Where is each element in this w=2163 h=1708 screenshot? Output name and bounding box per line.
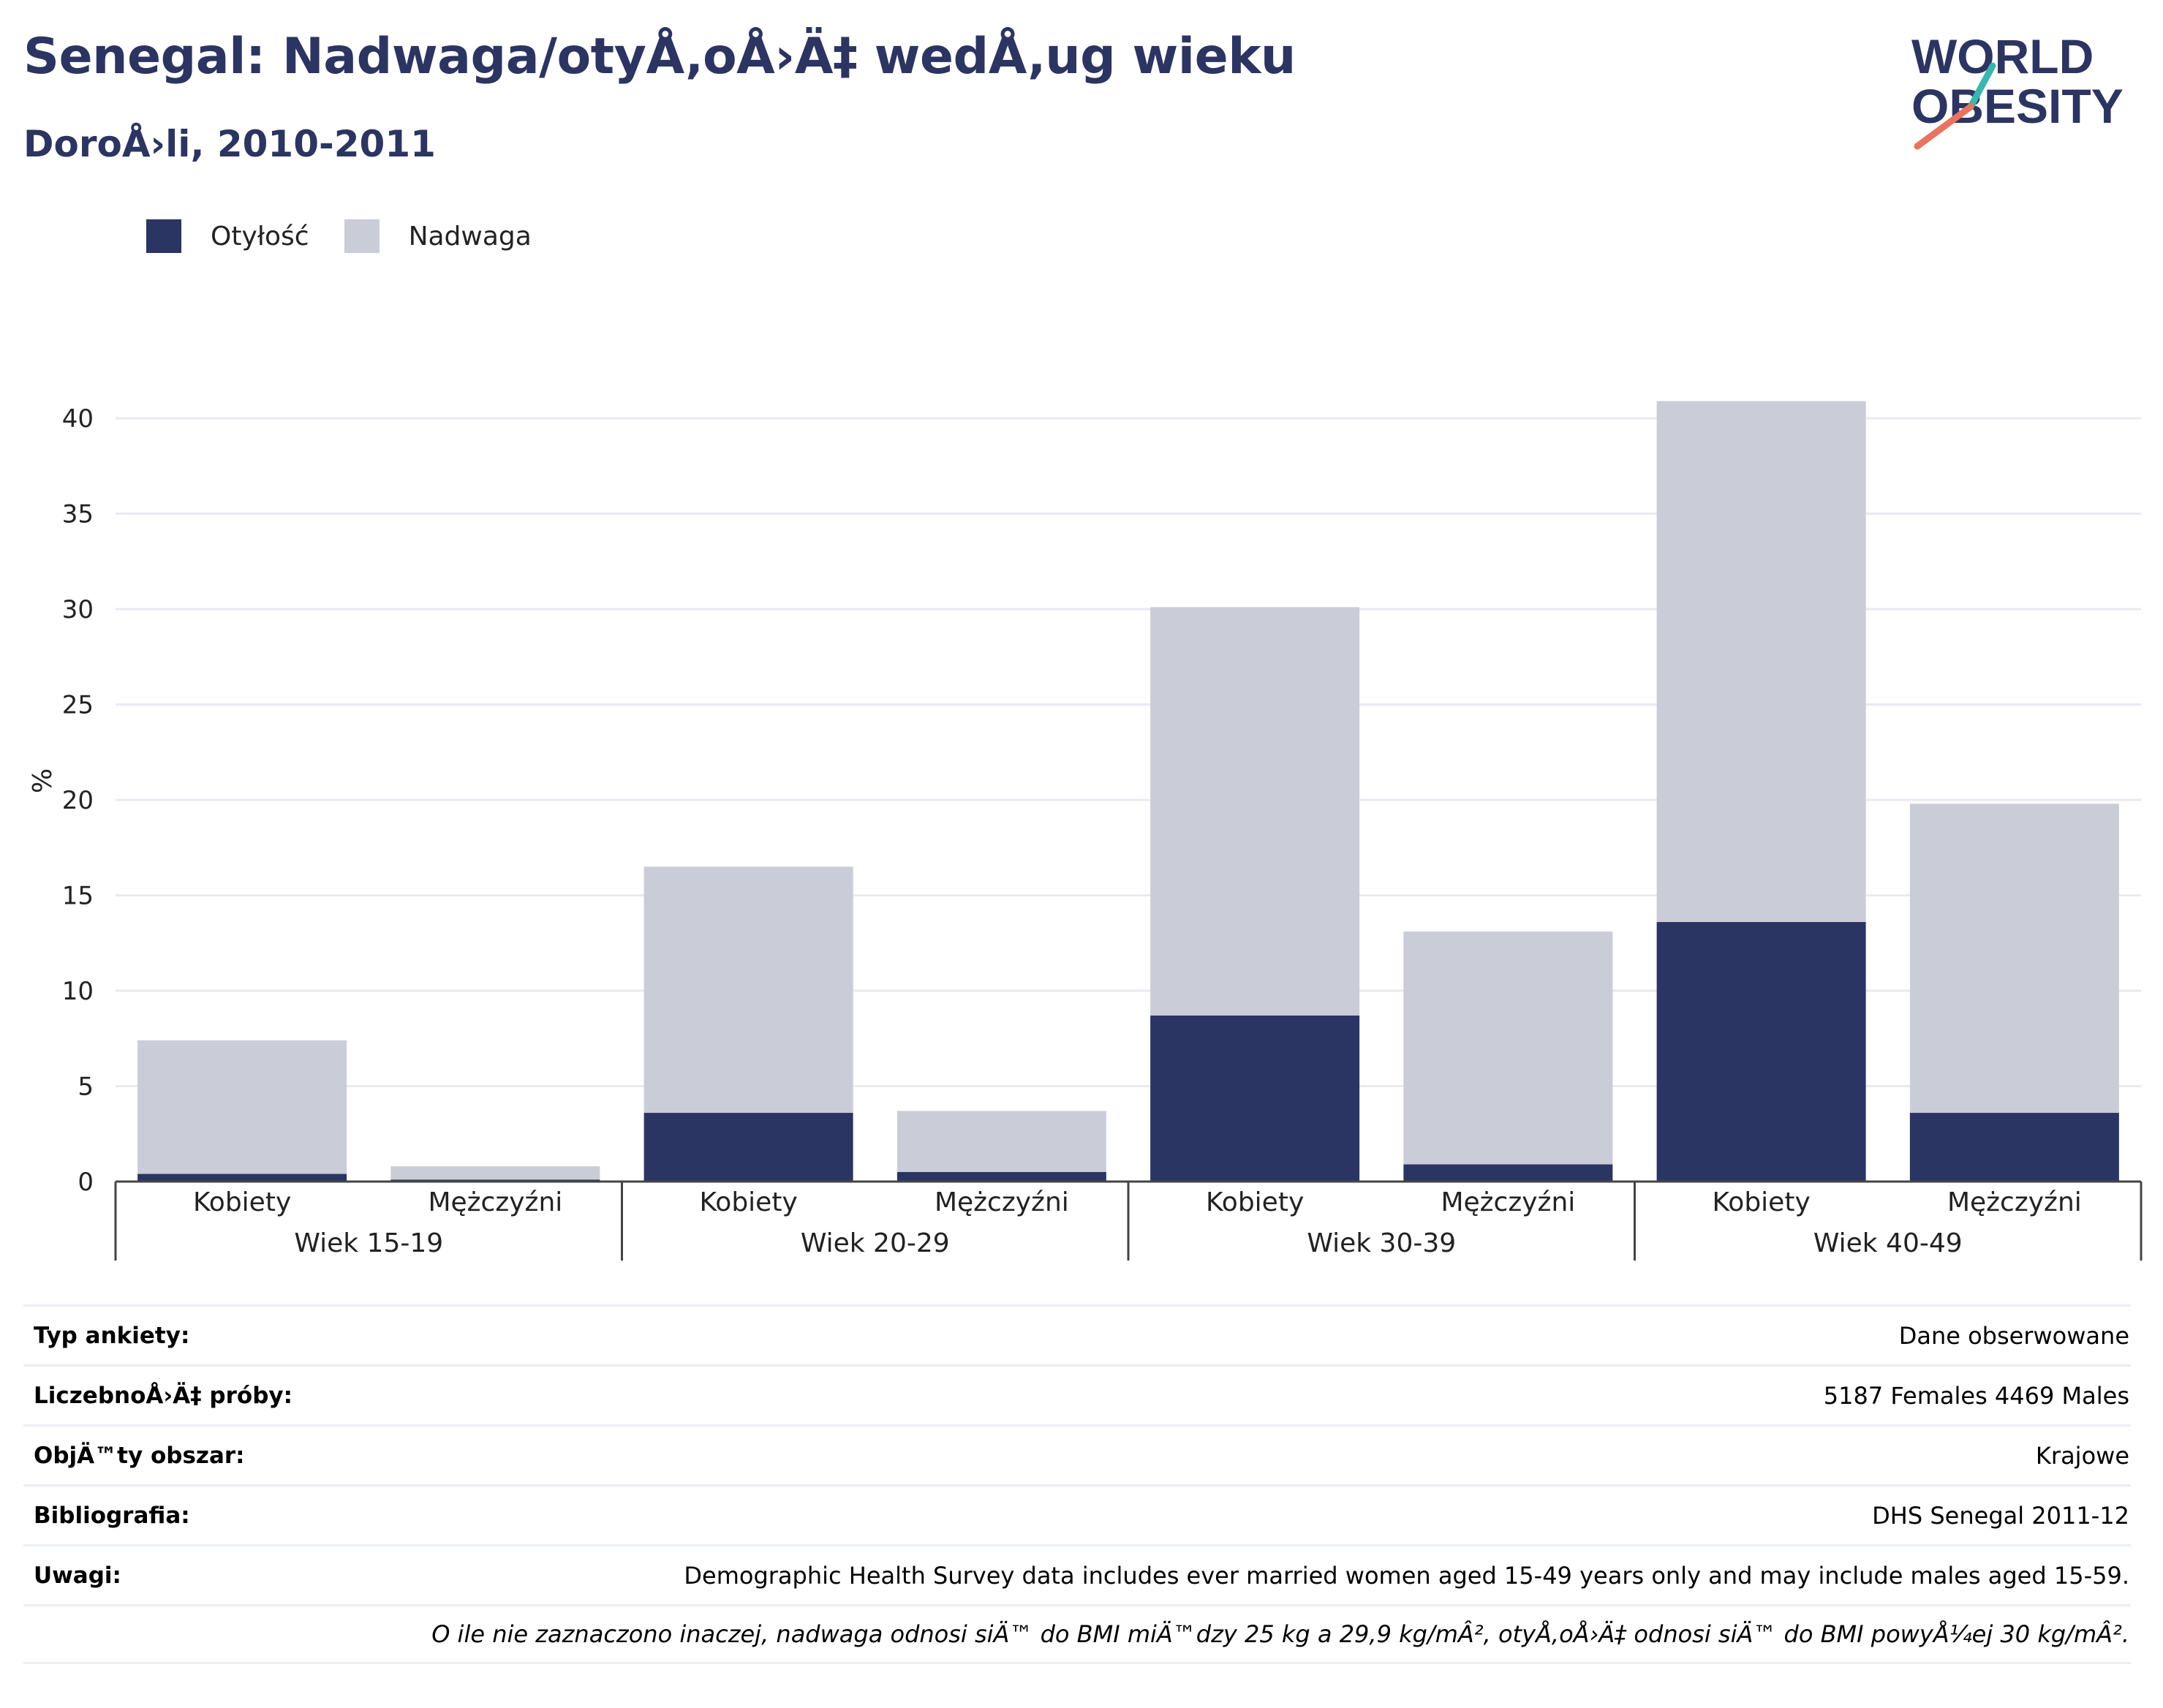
meta-label: ObjÄ™ty obszar: (34, 1442, 245, 1469)
bar-overweight (896, 1111, 1106, 1172)
y-tick-label: 20 (62, 786, 94, 815)
x-category-label: Kobiety (193, 1187, 291, 1217)
meta-value: Demographic Health Survey data includes … (684, 1561, 2129, 1590)
meta-row-area: ObjÄ™ty obszar: Krajowe (23, 1424, 2131, 1484)
y-tick-label: 15 (62, 882, 94, 911)
chart-legend: Otyłość Nadwaga (146, 218, 567, 254)
meta-label: Uwagi: (34, 1562, 121, 1589)
meta-row-survey-type: Typ ankiety: Dane obserwowane (23, 1304, 2131, 1364)
x-category-label: Mężczyźni (428, 1187, 562, 1217)
bar-obesity (1656, 922, 1866, 1182)
legend-label-overweight: Nadwaga (408, 221, 532, 252)
legend-swatch-overweight (344, 219, 380, 253)
x-group-label: Wiek 15-19 (294, 1228, 443, 1258)
meta-footnote: O ile nie zaznaczono inaczej, nadwaga od… (431, 1620, 2129, 1648)
bar-obesity (1150, 1015, 1360, 1182)
stacked-bar-chart: 0 5 10 15 20 25 30 35 40% Kobiety Mężczyźni Kobiety… (28, 401, 2143, 1261)
y-tick-label: 40 (62, 404, 94, 434)
meta-label: Typ ankiety: (34, 1322, 190, 1349)
world-obesity-logo: WORLD OBESITY (1911, 29, 2124, 150)
x-category-label: Mężczyźni (1441, 1187, 1575, 1217)
bar-obesity (1909, 1113, 2119, 1182)
y-axis-label: % (28, 768, 58, 793)
x-category-label: Kobiety (1206, 1187, 1304, 1217)
x-group-label: Wiek 20-29 (801, 1228, 950, 1258)
y-tick-label: 0 (78, 1168, 94, 1197)
legend-swatch-obesity (146, 219, 181, 253)
bar-overweight (1656, 401, 1866, 923)
x-group-label: Wiek 30-39 (1307, 1228, 1456, 1258)
y-tick-label: 35 (62, 500, 94, 529)
x-group-label: Wiek 40-49 (1813, 1228, 1963, 1258)
bar-obesity (896, 1171, 1106, 1182)
y-tick-label: 30 (62, 595, 94, 624)
meta-row-notes: Uwagi: Demographic Health Survey data in… (23, 1544, 2131, 1604)
meta-value: DHS Senegal 2011-12 (1872, 1501, 2129, 1530)
meta-label: LiczebnoÅ›Ä‡ próby: (34, 1382, 293, 1409)
logo-slash-coral (1914, 103, 1974, 150)
meta-value: Krajowe (2035, 1441, 2129, 1470)
legend-item-obesity[interactable]: Otyłość (146, 219, 309, 253)
legend-item-overweight[interactable]: Nadwaga (344, 219, 532, 253)
metadata-table: Typ ankiety: Dane obserwowane LiczebnoÅ›… (23, 1304, 2131, 1664)
bar-overweight (1403, 932, 1613, 1165)
logo-slash-teal (1967, 62, 1996, 110)
legend-label-obesity: Otyłość (211, 221, 309, 252)
y-tick-label: 10 (62, 977, 94, 1006)
x-category-label: Mężczyźni (935, 1187, 1069, 1217)
x-category-label: Kobiety (1712, 1187, 1810, 1217)
bar-obesity (1403, 1164, 1613, 1182)
meta-value: 5187 Females 4469 Males (1823, 1381, 2129, 1410)
y-tick-label: 5 (78, 1073, 94, 1102)
logo-text-world: WORLD (1911, 29, 2094, 83)
bar-obesity (137, 1174, 347, 1182)
bar-overweight (137, 1040, 347, 1174)
bar-overweight (643, 866, 853, 1114)
meta-row-sample-size: LiczebnoÅ›Ä‡ próby: 5187 Females 4469 Ma… (23, 1364, 2131, 1424)
bar-overweight (390, 1166, 600, 1180)
x-category-label: Mężczyźni (1947, 1187, 2082, 1217)
bar-overweight (1150, 607, 1360, 1016)
meta-row-bibliography: Bibliografia: DHS Senegal 2011-12 (23, 1484, 2131, 1544)
page-title: Senegal: Nadwaga/otyÅ‚oÅ›Ä‡ wedÅ‚ug wiek… (23, 28, 1296, 86)
x-category-label: Kobiety (699, 1187, 797, 1217)
meta-label: Bibliografia: (34, 1502, 190, 1529)
bar-overweight (1909, 804, 2119, 1114)
bar-obesity (643, 1113, 853, 1182)
meta-row-footnote: O ile nie zaznaczono inaczej, nadwaga od… (23, 1604, 2131, 1664)
meta-value: Dane obserwowane (1898, 1321, 2129, 1350)
page-subtitle: DoroÅ›li, 2010-2011 (23, 123, 436, 165)
y-tick-label: 25 (62, 691, 94, 720)
